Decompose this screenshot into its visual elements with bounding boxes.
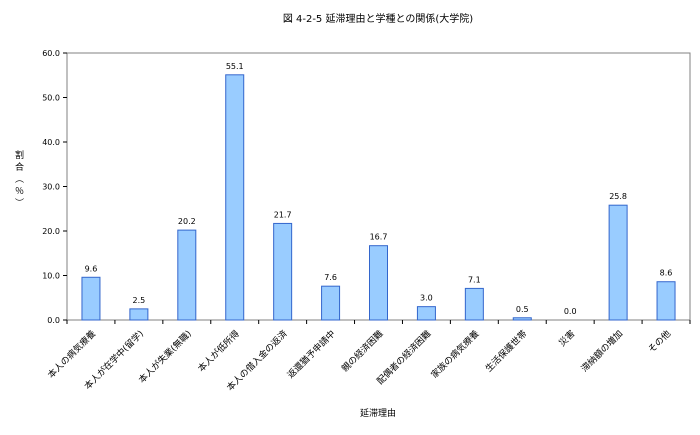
- data-label: 20.2: [178, 217, 196, 226]
- bar: [177, 229, 197, 321]
- y-tick-label: 60.0: [42, 49, 60, 58]
- bar: [416, 306, 436, 321]
- bar: [512, 317, 532, 321]
- x-category-label: 生活保護世帯: [483, 328, 530, 375]
- bar: [656, 281, 676, 321]
- x-category-label: 親の経済困難: [339, 328, 386, 375]
- y-tick-label: 0.0: [47, 316, 60, 325]
- x-category-label: 家族の病気療養: [428, 328, 481, 381]
- data-label: 16.7: [370, 233, 388, 242]
- plot-area: 0.0 10.0 20.0 30.0 40.0 50.0 60.0 割合（％） 9.6 本人の病気…: [13, 49, 691, 393]
- data-label: 9.6: [85, 264, 98, 273]
- data-label: 21.7: [274, 210, 292, 219]
- data-label: 3.0: [420, 294, 433, 303]
- data-label: 7.6: [324, 273, 337, 282]
- chart-title: 図 4-2-5 延滞理由と学種との関係(大学院): [283, 12, 473, 25]
- bar: [273, 222, 293, 321]
- bar: [464, 287, 484, 321]
- bar: [608, 204, 628, 321]
- data-label: 0.0: [564, 307, 577, 316]
- y-tick-label: 20.0: [42, 227, 60, 236]
- data-label: 7.1: [468, 275, 481, 284]
- x-category-label: その他: [646, 328, 674, 356]
- x-axis-title: 延滞理由: [360, 407, 396, 419]
- x-category-label: 返還猶予申請中: [285, 328, 338, 381]
- y-tick-label: 40.0: [42, 138, 60, 147]
- bar: [369, 245, 388, 321]
- x-category-label: 災害: [556, 328, 577, 349]
- x-category-label: 本人の病気療養: [45, 328, 98, 381]
- data-label: 25.8: [609, 192, 627, 201]
- bar: [321, 285, 341, 321]
- bar: [129, 308, 149, 321]
- bar: [81, 276, 101, 321]
- data-label: 55.1: [226, 62, 244, 71]
- y-tick-label: 10.0: [42, 272, 60, 281]
- y-tick-label: 30.0: [42, 183, 60, 192]
- data-label: 8.6: [660, 269, 673, 278]
- y-axis-title: 割合（％）: [13, 149, 24, 210]
- data-label: 0.5: [516, 305, 529, 314]
- data-label: 2.5: [133, 296, 146, 305]
- x-category-label: 本人が低所得: [195, 328, 242, 375]
- x-category-label: 滞納額の増加: [579, 328, 626, 375]
- bar: [225, 74, 245, 321]
- y-tick-label: 50.0: [42, 94, 60, 103]
